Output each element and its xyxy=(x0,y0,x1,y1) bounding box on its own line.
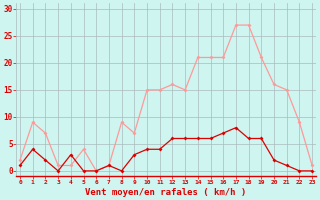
X-axis label: Vent moyen/en rafales ( km/h ): Vent moyen/en rafales ( km/h ) xyxy=(85,188,247,197)
